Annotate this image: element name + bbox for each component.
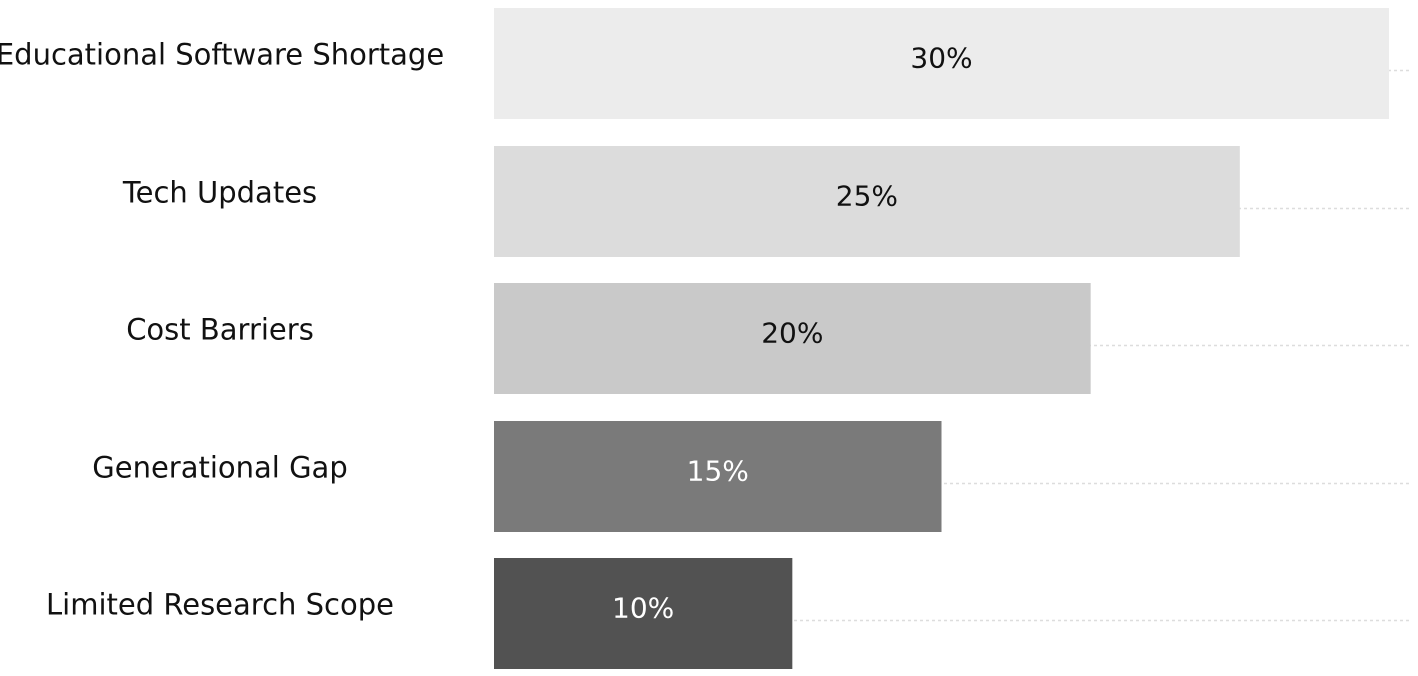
category-label: Limited Research Scope [46, 588, 394, 622]
data-label: 25% [836, 180, 898, 213]
bars: 30% 25% 20% 15% 10% [494, 8, 1389, 669]
category-label: Tech Updates [122, 176, 317, 210]
bar [494, 146, 1240, 257]
data-label: 30% [910, 42, 972, 75]
bar [494, 558, 793, 669]
category-labels: Educational Software Shortage Tech Update… [0, 38, 444, 622]
bar [494, 8, 1389, 119]
bar [494, 283, 1091, 394]
category-label: Educational Software Shortage [0, 38, 444, 72]
category-label: Generational Gap [92, 451, 347, 485]
data-label: 10% [612, 592, 674, 625]
category-label: Cost Barriers [126, 313, 314, 347]
bar [494, 421, 942, 532]
data-label: 15% [687, 455, 749, 488]
data-label: 20% [761, 317, 823, 350]
